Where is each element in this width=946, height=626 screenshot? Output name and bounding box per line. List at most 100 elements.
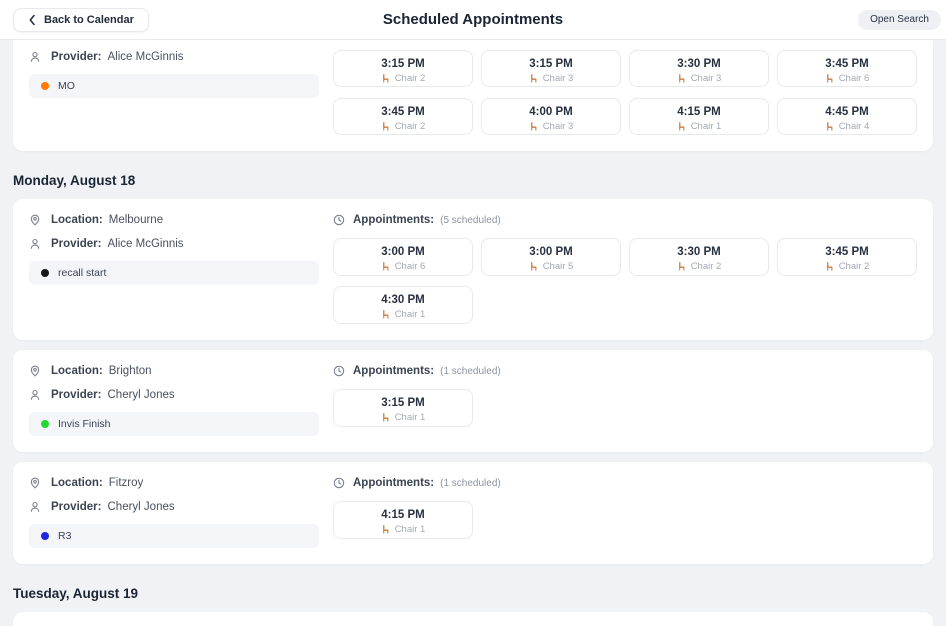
- chair-icon: [529, 121, 539, 132]
- slot-chair: Chair 6: [394, 261, 426, 272]
- appointment-card: Location: Fitzroy Provider: Cheryl Jones…: [13, 462, 933, 564]
- tag-label: Invis Finish: [58, 418, 111, 430]
- tag-label: R3: [58, 530, 72, 542]
- tag-color-dot: [41, 269, 49, 277]
- location-value: Melbourne: [108, 214, 164, 226]
- appointments-header: Appointments: (1 scheduled): [333, 364, 917, 378]
- slot-grid: 4:15 PM Chair 1: [333, 501, 917, 539]
- slot-chair: Chair 3: [690, 73, 722, 84]
- provider-row: Provider: Cheryl Jones: [29, 388, 319, 402]
- chair-icon: [677, 121, 687, 132]
- appointment-slot[interactable]: 3:30 PM Chair 3: [629, 50, 769, 87]
- slot-time: 3:15 PM: [381, 397, 425, 409]
- slot-time: 3:00 PM: [381, 246, 425, 258]
- appointments-count: (1 scheduled): [440, 365, 501, 377]
- provider-label: Provider:: [51, 389, 102, 401]
- location-row: Location: Brighton: [29, 364, 319, 378]
- appointment-slot[interactable]: 3:45 PM Chair 6: [777, 50, 917, 87]
- slot-chair: Chair 3: [542, 121, 574, 132]
- treatment-tag: MO: [29, 74, 319, 98]
- provider-value: Alice McGinnis: [107, 51, 184, 63]
- provider-label: Provider:: [51, 51, 102, 63]
- slot-time: 3:15 PM: [381, 58, 425, 70]
- appointment-card: Location: Brighton Provider: Cheryl Jone…: [13, 350, 933, 452]
- appointment-slot[interactable]: 4:15 PM Chair 1: [333, 501, 473, 539]
- slot-grid: 3:15 PM Chair 2 3:15 PM Chair 3 3:30 PM …: [333, 50, 917, 135]
- appointment-slot[interactable]: 3:15 PM Chair 3: [481, 50, 621, 87]
- provider-label: Provider:: [51, 501, 102, 513]
- appointment-card: Provider: Alice McGinnis MO 3:15 PM Chai…: [13, 40, 933, 151]
- day-heading-tuesday: Tuesday, August 19: [13, 586, 139, 601]
- slot-grid: 3:00 PM Chair 6 3:00 PM Chair 5 3:30 PM …: [333, 238, 917, 324]
- slot-time: 3:45 PM: [825, 246, 869, 258]
- appointments-count: (1 scheduled): [440, 477, 501, 489]
- treatment-tag: recall start: [29, 261, 319, 285]
- appointment-slot[interactable]: 3:30 PM Chair 2: [629, 238, 769, 276]
- treatment-tag: R3: [29, 524, 319, 548]
- appointments-header: Appointments: (1 scheduled): [333, 476, 917, 490]
- slot-time: 3:45 PM: [381, 106, 425, 118]
- appointment-slot[interactable]: 3:00 PM Chair 5: [481, 238, 621, 276]
- slot-chair: Chair 5: [542, 261, 574, 272]
- appointment-card: [13, 612, 933, 626]
- slot-chair: Chair 2: [838, 261, 870, 272]
- card-slots-column: Appointments: (1 scheduled) 4:15 PM Chai…: [333, 476, 917, 548]
- chair-icon: [677, 261, 687, 272]
- location-value: Brighton: [108, 365, 152, 377]
- chair-icon: [381, 121, 391, 132]
- clock-icon: [333, 365, 345, 377]
- slot-chair: Chair 1: [394, 309, 426, 320]
- location-row: Location: Fitzroy: [29, 476, 319, 490]
- slot-time: 4:00 PM: [529, 106, 573, 118]
- appointment-card: Location: Melbourne Provider: Alice McGi…: [13, 199, 933, 340]
- slot-time: 4:30 PM: [381, 294, 425, 306]
- slot-chair: Chair 3: [542, 73, 574, 84]
- provider-value: Cheryl Jones: [107, 501, 175, 513]
- slot-time: 3:15 PM: [529, 58, 573, 70]
- chair-icon: [677, 73, 687, 84]
- appointments-header: Appointments: (5 scheduled): [333, 213, 917, 227]
- provider-row: Provider: Cheryl Jones: [29, 500, 319, 514]
- slot-chair: Chair 1: [394, 412, 426, 423]
- appointment-slot[interactable]: 4:30 PM Chair 1: [333, 286, 473, 324]
- chair-icon: [381, 309, 391, 320]
- appointment-slot[interactable]: 3:15 PM Chair 1: [333, 389, 473, 427]
- appointment-slot[interactable]: 3:00 PM Chair 6: [333, 238, 473, 276]
- tag-label: recall start: [58, 267, 107, 279]
- slot-time: 4:45 PM: [825, 106, 869, 118]
- slot-chair: Chair 4: [838, 121, 870, 132]
- chair-icon: [381, 73, 391, 84]
- appointments-label: Appointments:: [353, 477, 435, 489]
- provider-value: Alice McGinnis: [107, 238, 184, 250]
- appointment-slot[interactable]: 3:45 PM Chair 2: [777, 238, 917, 276]
- chair-icon: [529, 261, 539, 272]
- appointment-slot[interactable]: 3:15 PM Chair 2: [333, 50, 473, 87]
- slot-time: 3:45 PM: [825, 58, 869, 70]
- slot-time: 3:00 PM: [529, 246, 573, 258]
- appointment-slot[interactable]: 3:45 PM Chair 2: [333, 98, 473, 135]
- location-pin-icon: [29, 214, 41, 226]
- clock-icon: [333, 214, 345, 226]
- location-value: Fitzroy: [108, 477, 144, 489]
- location-label: Location:: [51, 214, 103, 226]
- open-search-button[interactable]: Open Search: [858, 9, 941, 30]
- tag-label: MO: [58, 80, 75, 92]
- appointment-slot[interactable]: 4:00 PM Chair 3: [481, 98, 621, 135]
- location-row: Location: Melbourne: [29, 213, 319, 227]
- slot-chair: Chair 2: [394, 121, 426, 132]
- chair-icon: [381, 261, 391, 272]
- card-info-column: Location: Fitzroy Provider: Cheryl Jones…: [29, 476, 319, 548]
- appointment-slot[interactable]: 4:45 PM Chair 4: [777, 98, 917, 135]
- appointments-label: Appointments:: [353, 214, 435, 226]
- provider-value: Cheryl Jones: [107, 389, 175, 401]
- person-icon: [29, 501, 41, 513]
- appointments-count: (5 scheduled): [440, 214, 501, 226]
- back-to-calendar-button[interactable]: Back to Calendar: [13, 7, 149, 32]
- slot-chair: Chair 1: [394, 524, 426, 535]
- chair-icon: [825, 261, 835, 272]
- card-info-column: Location: Melbourne Provider: Alice McGi…: [29, 213, 319, 324]
- card-slots-column: Appointments: (5 scheduled) 3:00 PM Chai…: [333, 213, 917, 324]
- top-bar: Back to Calendar Scheduled Appointments …: [0, 0, 946, 40]
- chair-icon: [381, 412, 391, 423]
- appointment-slot[interactable]: 4:15 PM Chair 1: [629, 98, 769, 135]
